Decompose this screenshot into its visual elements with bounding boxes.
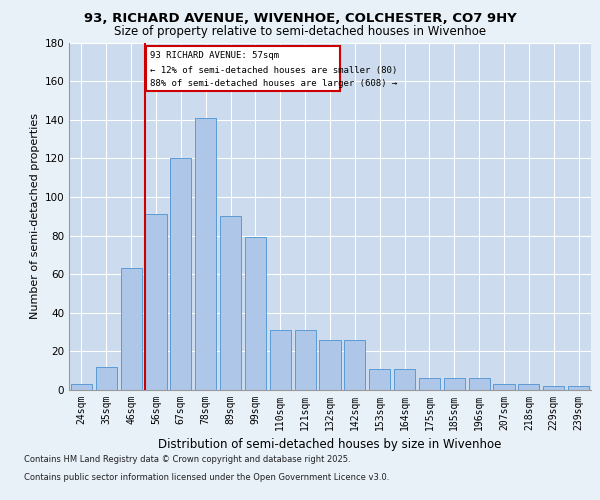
Bar: [96, 367, 117, 390]
FancyBboxPatch shape: [146, 46, 340, 91]
Bar: [444, 378, 465, 390]
Bar: [344, 340, 365, 390]
Bar: [170, 158, 191, 390]
Bar: [369, 369, 390, 390]
Bar: [121, 268, 142, 390]
X-axis label: Distribution of semi-detached houses by size in Wivenhoe: Distribution of semi-detached houses by …: [158, 438, 502, 452]
Bar: [145, 214, 167, 390]
Bar: [543, 386, 564, 390]
Bar: [419, 378, 440, 390]
Bar: [195, 118, 216, 390]
Text: Contains HM Land Registry data © Crown copyright and database right 2025.: Contains HM Land Registry data © Crown c…: [24, 456, 350, 464]
Bar: [518, 384, 539, 390]
Bar: [295, 330, 316, 390]
Text: Size of property relative to semi-detached houses in Wivenhoe: Size of property relative to semi-detach…: [114, 25, 486, 38]
Bar: [493, 384, 515, 390]
Text: 88% of semi-detached houses are larger (608) →: 88% of semi-detached houses are larger (…: [150, 79, 397, 88]
Bar: [568, 386, 589, 390]
Bar: [394, 369, 415, 390]
Bar: [220, 216, 241, 390]
Bar: [319, 340, 341, 390]
Y-axis label: Number of semi-detached properties: Number of semi-detached properties: [30, 114, 40, 320]
Bar: [245, 238, 266, 390]
Text: ← 12% of semi-detached houses are smaller (80): ← 12% of semi-detached houses are smalle…: [150, 66, 397, 74]
Text: 93, RICHARD AVENUE, WIVENHOE, COLCHESTER, CO7 9HY: 93, RICHARD AVENUE, WIVENHOE, COLCHESTER…: [83, 12, 517, 26]
Bar: [270, 330, 291, 390]
Bar: [469, 378, 490, 390]
Text: 93 RICHARD AVENUE: 57sqm: 93 RICHARD AVENUE: 57sqm: [150, 51, 279, 60]
Bar: [71, 384, 92, 390]
Text: Contains public sector information licensed under the Open Government Licence v3: Contains public sector information licen…: [24, 473, 389, 482]
